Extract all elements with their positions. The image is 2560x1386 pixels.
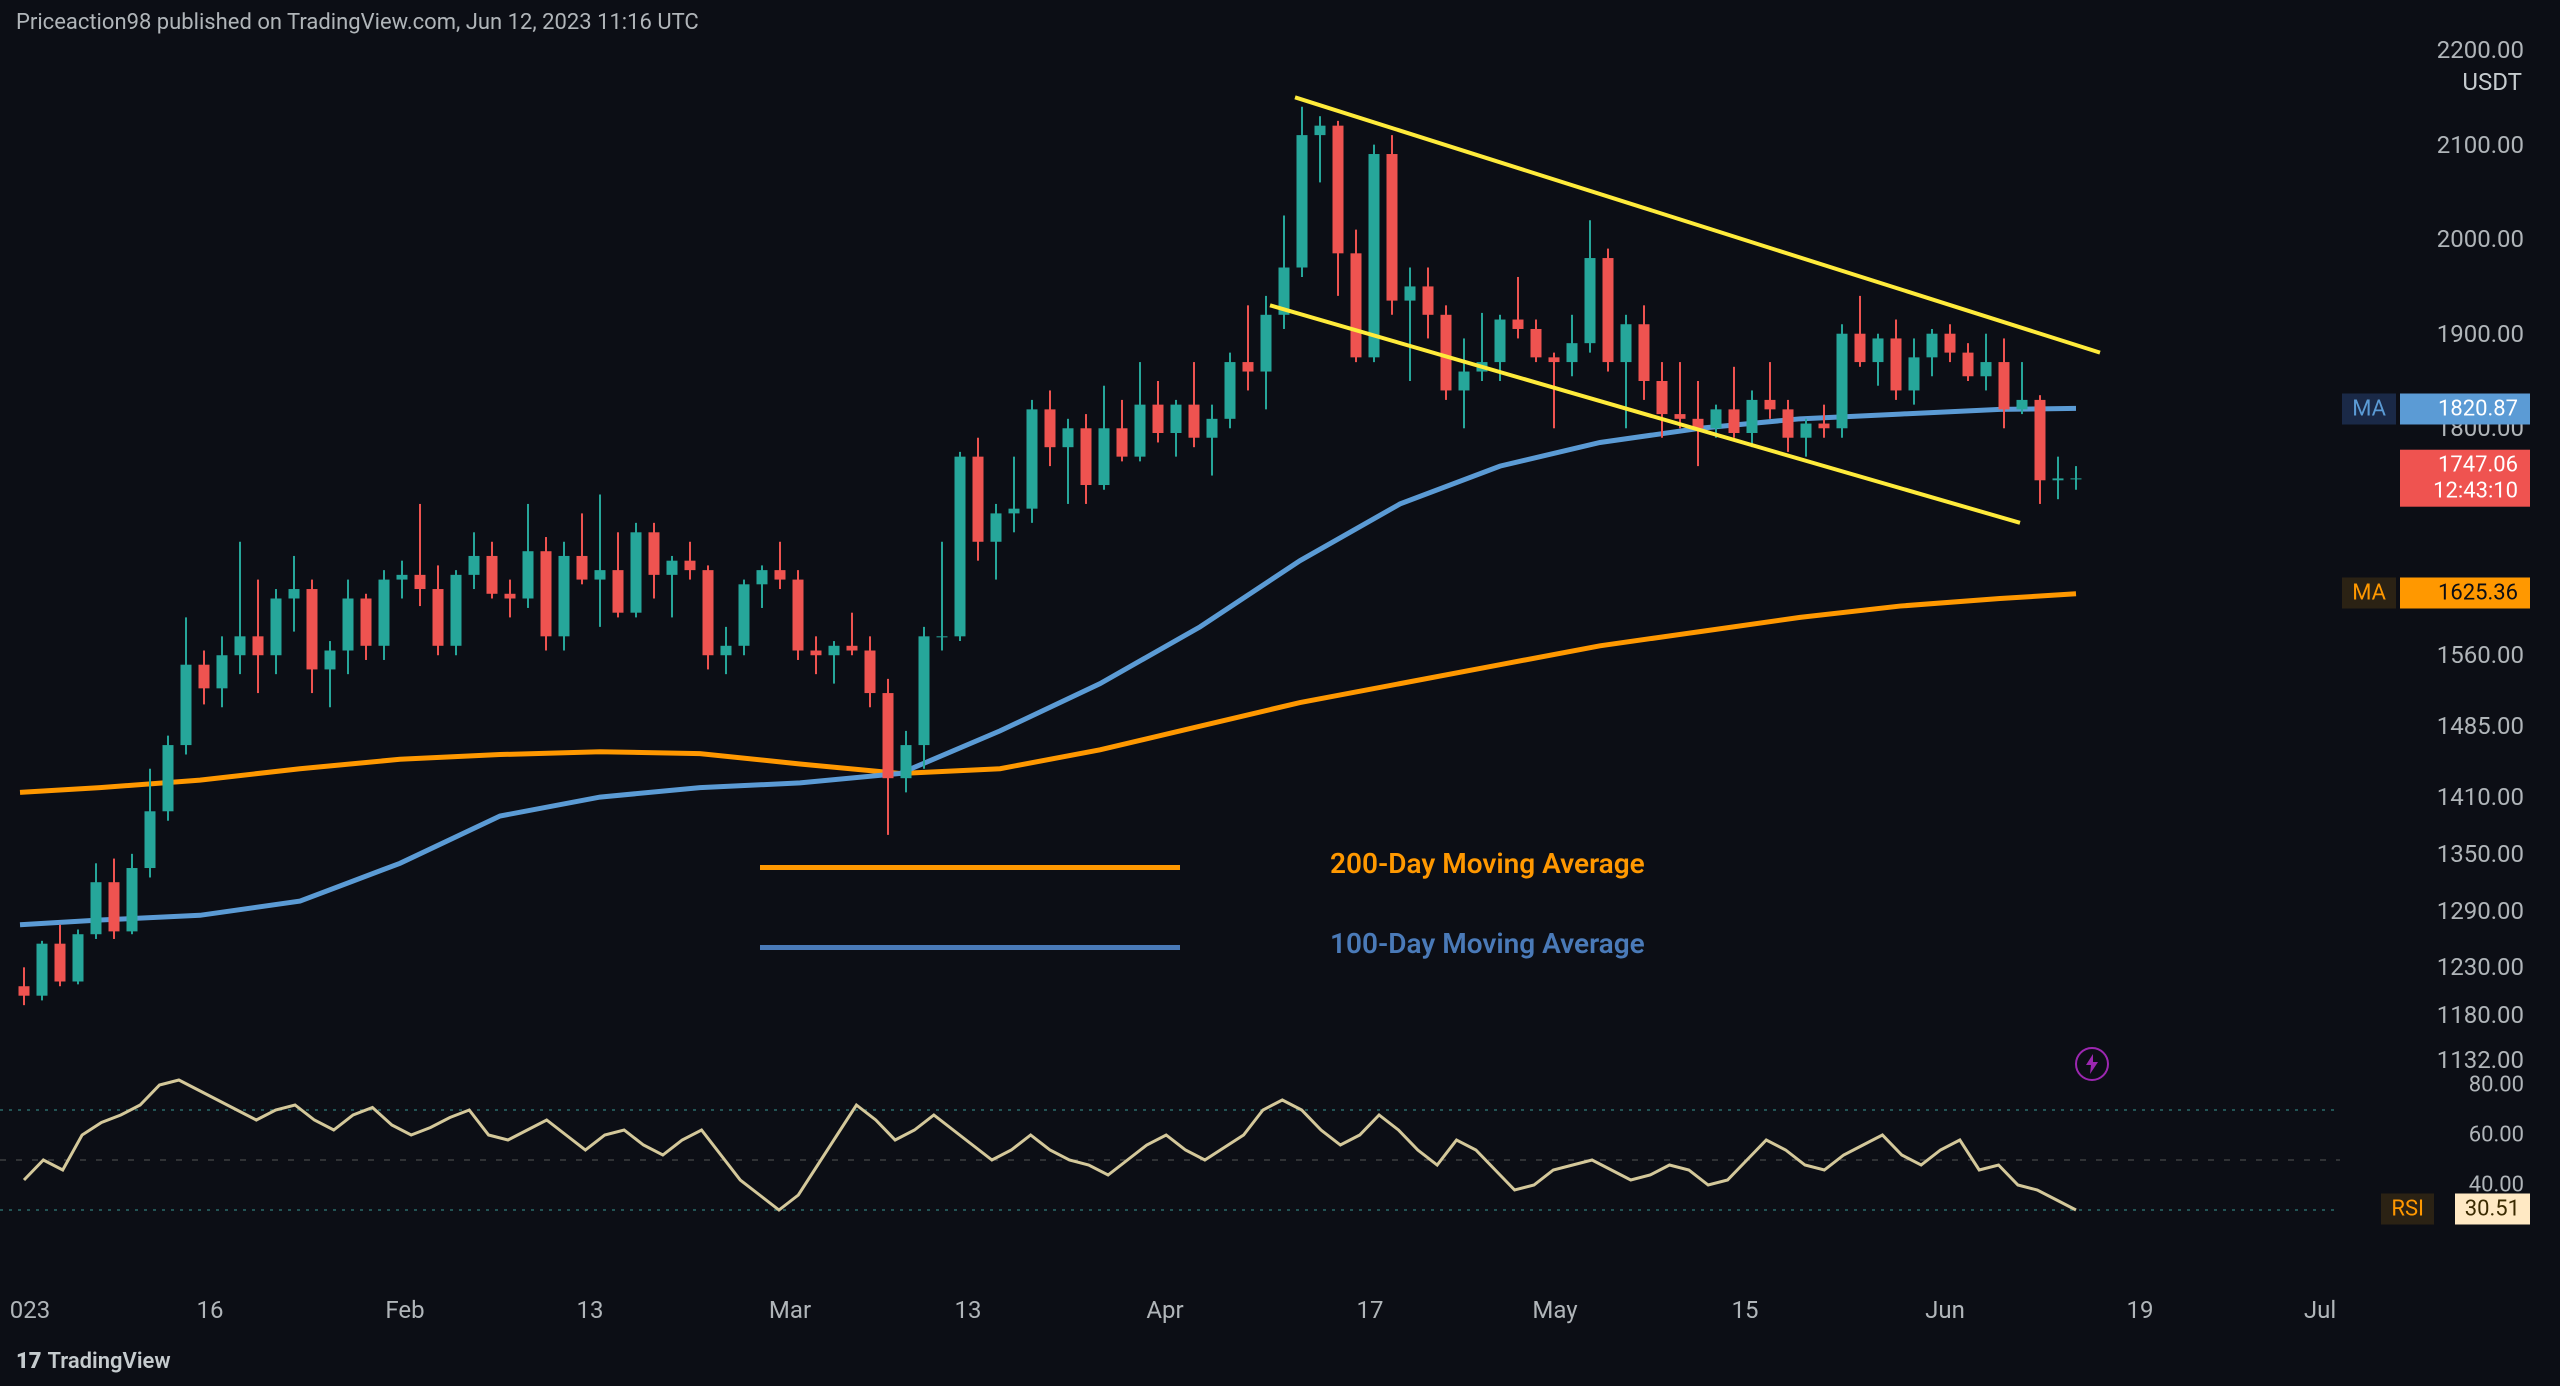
x-tick: May: [1532, 1296, 1577, 1324]
rsi-tick: 60.00: [2469, 1123, 2524, 1148]
rsi-chart[interactable]: [0, 1060, 2340, 1260]
x-tick: Mar: [769, 1296, 811, 1324]
price-chart[interactable]: [0, 50, 2340, 1060]
rsi-y-axis: 80.0060.0040.00RSI30.51: [2340, 1060, 2560, 1260]
x-tick: 19: [2127, 1296, 2154, 1324]
rsi-label: RSI: [2381, 1193, 2434, 1224]
y-tick: 2200.00: [2437, 36, 2524, 64]
x-tick: 15: [1732, 1296, 1759, 1324]
x-tick: Jul: [2304, 1296, 2336, 1324]
x-tick: Jun: [1925, 1296, 1965, 1324]
x-tick: 13: [955, 1296, 982, 1324]
x-tick: 17: [1357, 1296, 1384, 1324]
y-tick: 1180.00: [2437, 1001, 2524, 1029]
y-tick: 2000.00: [2437, 225, 2524, 253]
ma-label: MA: [2342, 578, 2396, 609]
y-tick: 1900.00: [2437, 320, 2524, 348]
rsi-current-tag: 30.51: [2455, 1193, 2530, 1224]
y-tick: 2100.00: [2437, 131, 2524, 159]
time-x-axis: 023 16 Feb 13 Mar 13 Apr 17 May 15 Jun 19 Jul: [0, 1296, 2340, 1336]
price-tag: 1820.87: [2400, 393, 2530, 424]
y-tick: 1350.00: [2437, 840, 2524, 868]
price-y-axis: 2200.002100.002000.001900.001800.001560.…: [2340, 50, 2560, 1060]
y-tick: 1290.00: [2437, 897, 2524, 925]
legend-text-ma100: 100-Day Moving Average: [1330, 927, 1645, 960]
price-tag: 1625.36: [2400, 578, 2530, 609]
y-tick: 1230.00: [2437, 953, 2524, 981]
rsi-tick: 80.00: [2469, 1073, 2524, 1098]
y-tick: 1410.00: [2437, 783, 2524, 811]
legend-text-ma200: 200-Day Moving Average: [1330, 847, 1645, 880]
legend-line-ma200: [760, 865, 1180, 870]
ma-label: MA: [2342, 393, 2396, 424]
tradingview-icon: 17: [16, 1349, 42, 1374]
y-tick: 1560.00: [2437, 641, 2524, 669]
x-tick: Apr: [1146, 1296, 1183, 1324]
legend-line-ma100: [760, 945, 1180, 950]
y-tick: 1485.00: [2437, 712, 2524, 740]
x-tick: 16: [197, 1296, 224, 1324]
x-tick: Feb: [385, 1296, 424, 1324]
current-price-tag: 1747.0612:43:10: [2400, 450, 2530, 507]
x-tick: 023: [10, 1296, 50, 1324]
tradingview-brand: 17TradingView: [16, 1349, 171, 1374]
publish-info: Priceaction98 published on TradingView.c…: [16, 10, 699, 35]
x-tick: 13: [577, 1296, 604, 1324]
